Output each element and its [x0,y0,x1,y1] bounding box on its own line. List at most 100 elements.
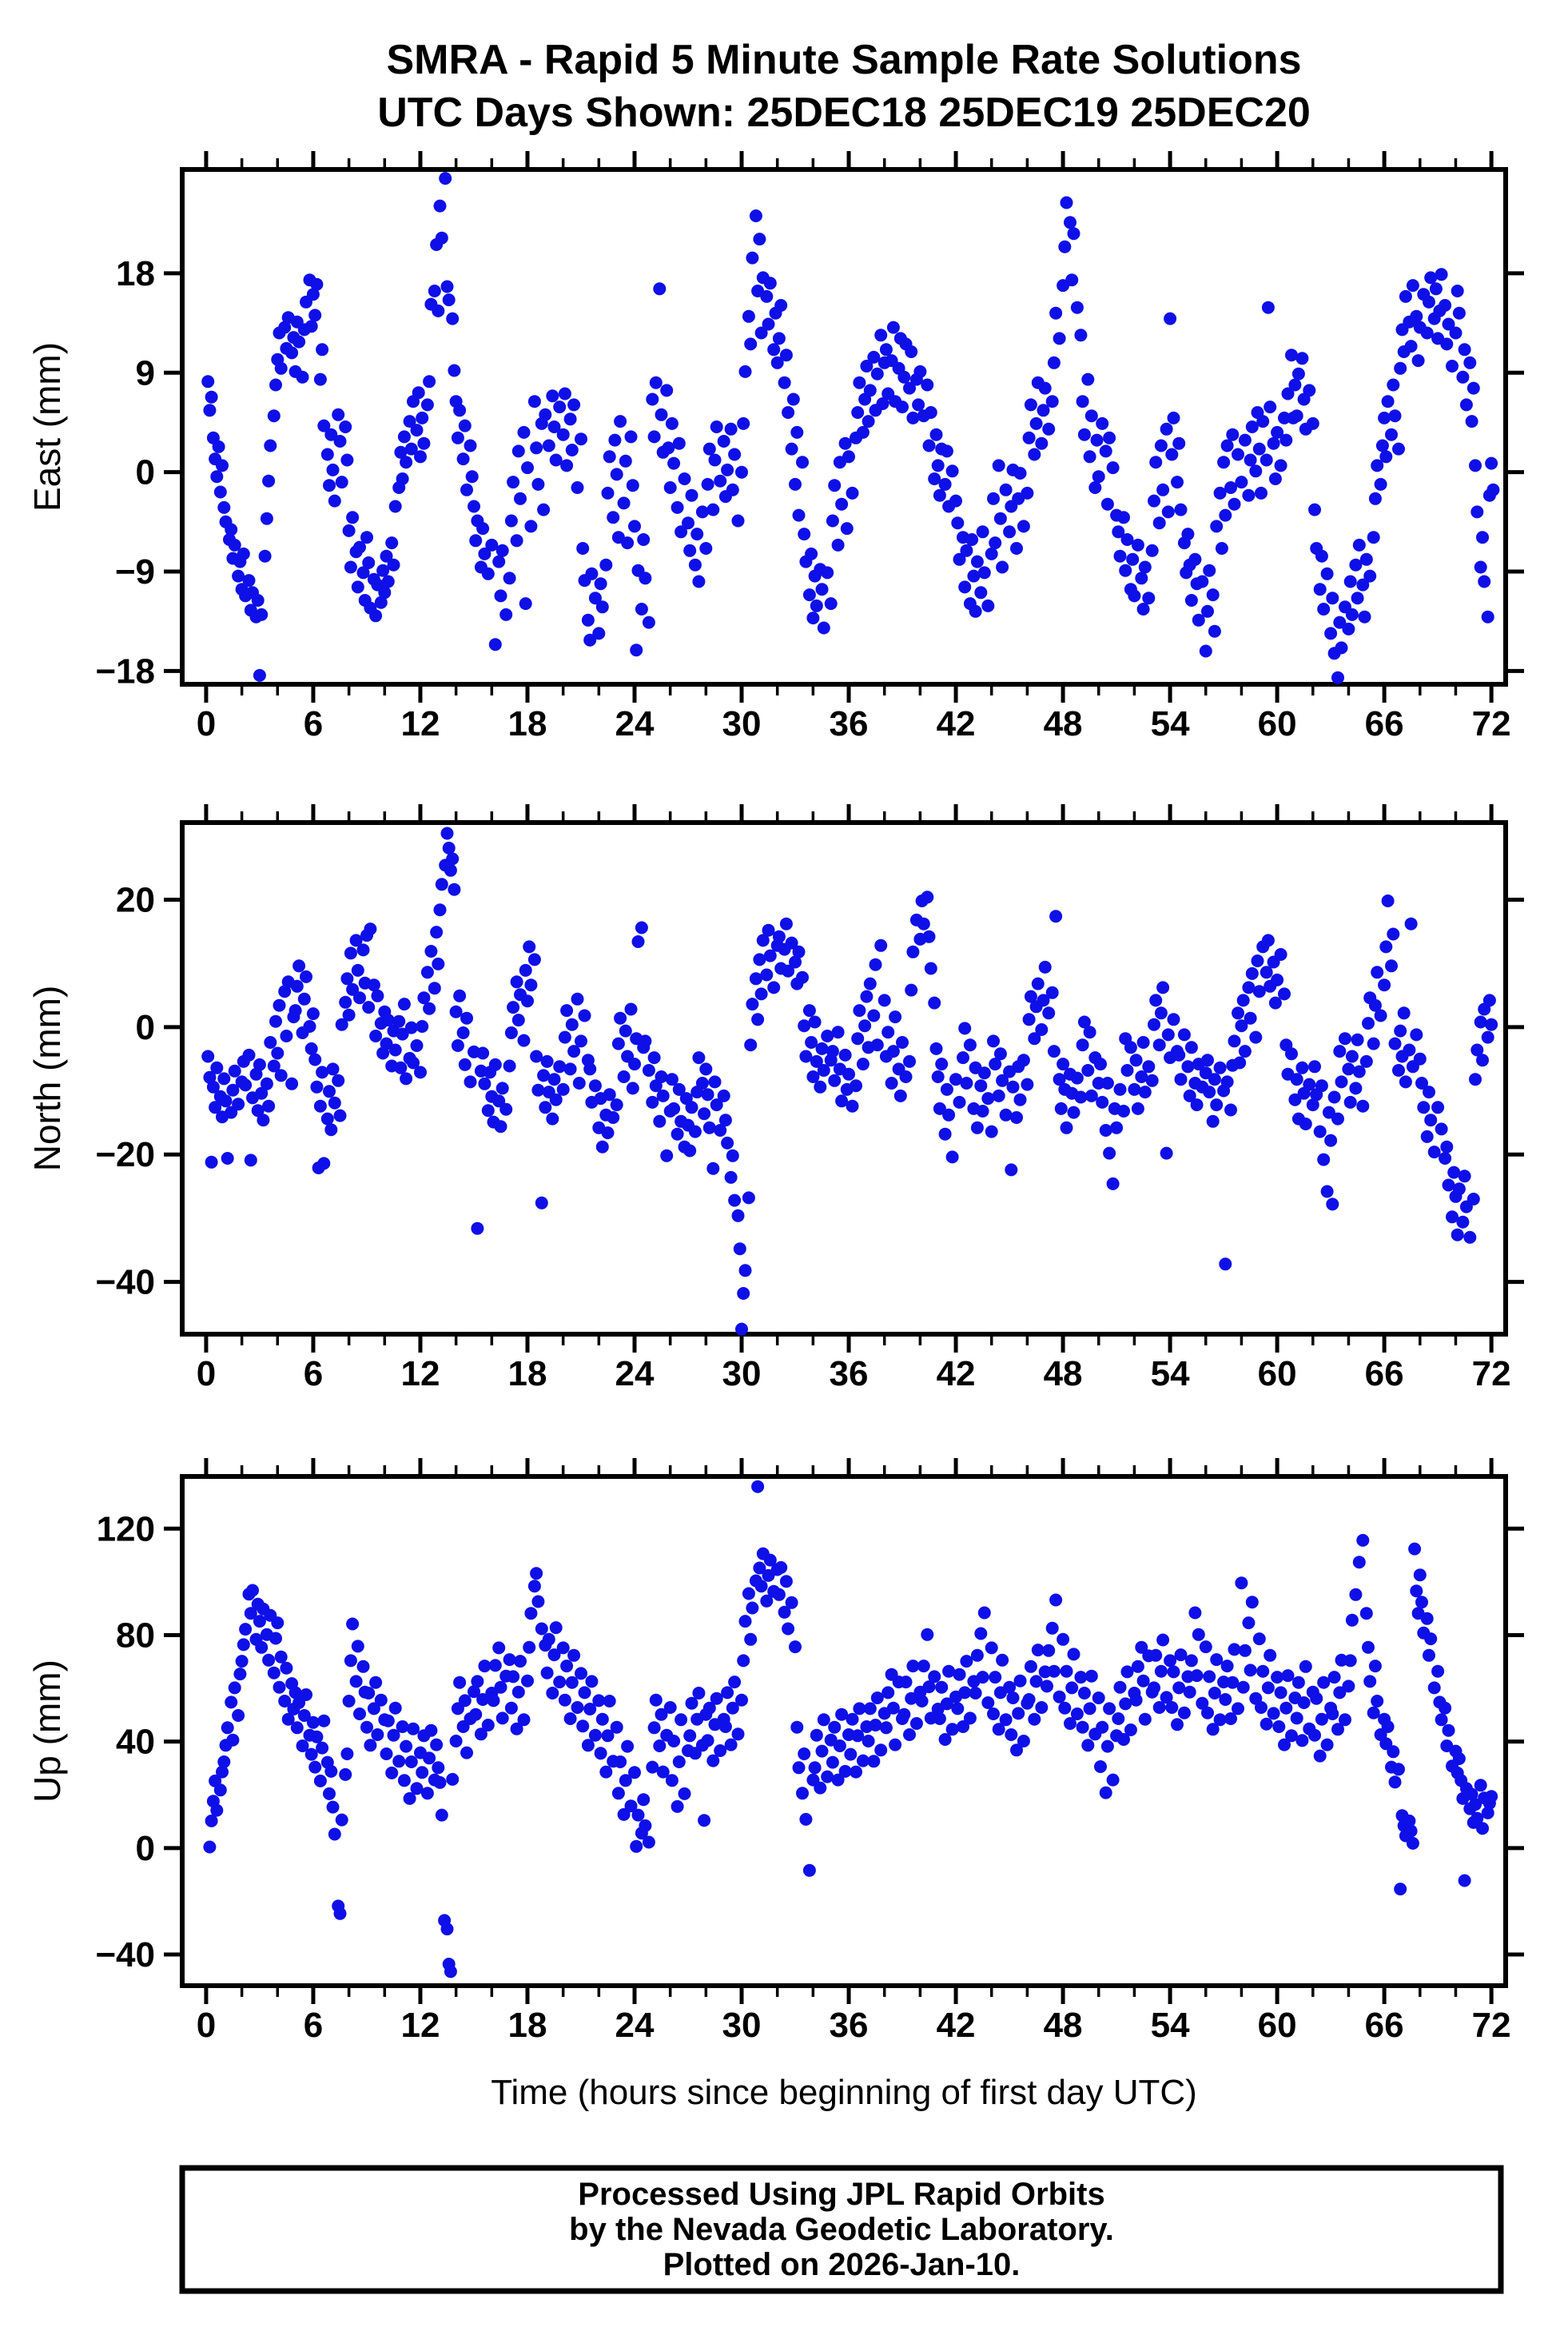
data-point [378,586,392,600]
data-point [806,1070,820,1083]
data-point [1469,459,1482,472]
data-point [1206,588,1220,602]
data-point [1160,1691,1173,1704]
data-point [1049,306,1063,320]
data-point [860,990,874,1003]
data-point [1388,1775,1402,1789]
data-point [340,1747,354,1760]
data-point [446,312,460,325]
data-point [203,404,217,417]
data-point [1469,1073,1482,1086]
data-point [714,1744,727,1757]
data-point [753,233,766,246]
data-point [478,1660,491,1673]
data-point [242,574,256,588]
data-point [1112,1712,1125,1725]
data-point [217,1755,231,1768]
data-point [1228,1643,1241,1656]
data-point [492,1094,506,1108]
data-point [300,970,312,983]
data-point [710,1098,723,1112]
data-point [1285,349,1298,362]
data-point [905,345,918,358]
data-point [316,1741,329,1755]
data-point [802,1004,816,1018]
data-point [310,1080,324,1094]
data-point [503,1653,516,1667]
data-point [731,1209,745,1222]
data-point [905,1692,918,1705]
data-point [244,1607,257,1620]
data-point [601,1126,615,1140]
data-point [772,332,786,345]
data-point [546,1112,559,1126]
data-point [1156,483,1170,496]
data-point [517,1034,531,1047]
data-point [1184,594,1198,607]
data-point [671,1799,684,1813]
data-point [1356,1099,1370,1113]
data-point [1092,1077,1105,1090]
data-point [364,1739,377,1752]
data-point [381,1014,395,1027]
data-point [1367,531,1380,544]
data-point [481,1104,495,1118]
data-point [1083,1026,1096,1039]
data-point [1261,1681,1275,1695]
data-point [342,1695,356,1707]
data-point [1099,1786,1112,1799]
data-point [958,1686,972,1699]
data-point [1096,1720,1109,1734]
data-point [397,430,411,444]
data-point [1476,1054,1489,1067]
data-point [540,1054,554,1068]
data-point [225,523,238,536]
data-point [510,975,523,989]
data-point [607,511,620,524]
data-point [1084,409,1098,423]
data-point [267,1666,281,1680]
data-point [369,1030,383,1042]
data-point [404,1021,418,1034]
data-point [521,1674,534,1688]
data-point [416,1020,429,1033]
data-point [828,1720,842,1734]
data-point [394,445,408,459]
data-point [1339,1032,1351,1046]
data-point [963,1038,977,1052]
data-point [1245,420,1259,433]
data-point [862,415,875,428]
data-point [1371,966,1384,979]
data-point [228,1064,241,1078]
data-point [323,479,336,492]
y-tick-label: −18 [95,651,155,691]
data-point [1232,448,1244,461]
data-point [1038,960,1052,974]
data-point [1156,1633,1170,1647]
data-point [649,1693,663,1707]
data-point [742,1587,755,1600]
data-point [1183,1685,1196,1699]
data-point [1349,1588,1363,1601]
data-point [542,1632,555,1646]
data-point [792,1761,806,1775]
data-point [423,1751,436,1765]
data-point [1006,1080,1020,1094]
data-point [601,1729,615,1743]
data-point [921,1628,934,1641]
data-point [903,381,916,395]
data-point [702,1701,716,1715]
data-point [269,1632,282,1645]
data-point [992,459,1005,472]
data-point [293,959,306,973]
y-tick-label: 80 [116,1616,155,1655]
data-point [647,430,661,444]
data-point [1313,1125,1327,1138]
data-point [595,1712,609,1726]
data-point [424,1723,438,1737]
data-point [631,1808,645,1822]
figure-title-line1: SMRA - Rapid 5 Minute Sample Rate Soluti… [386,37,1301,83]
data-point [339,1767,352,1781]
data-point [460,1011,473,1025]
data-point [474,1727,488,1741]
